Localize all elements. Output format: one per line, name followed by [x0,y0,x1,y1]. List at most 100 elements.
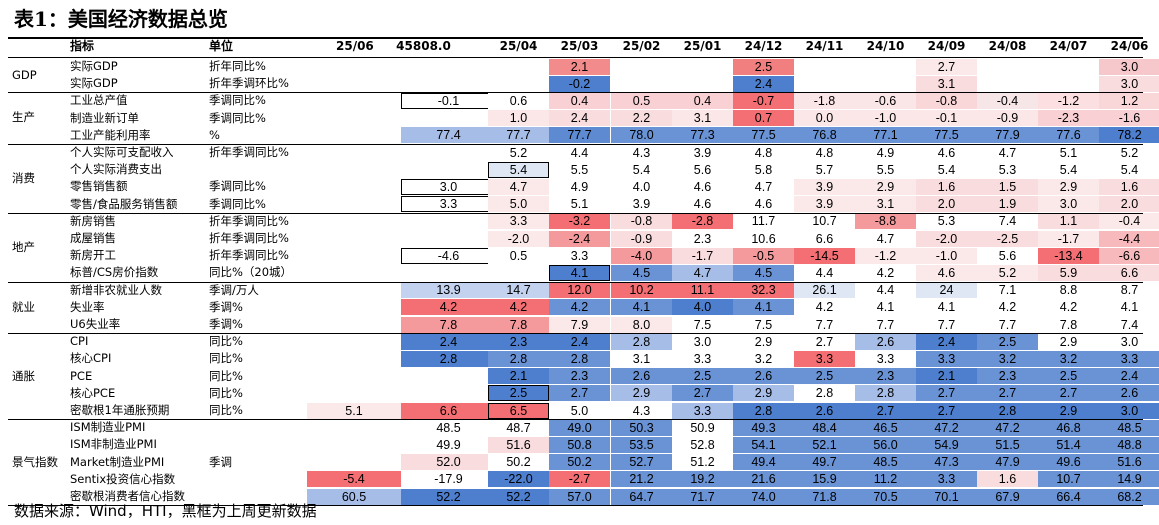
data-cell: 5.1 [1038,144,1099,161]
data-cell: -4.4 [1099,230,1159,247]
data-cell: 3.3 [401,196,496,213]
data-cell: 4.9 [549,179,610,195]
group-separator-rule [8,92,1143,94]
data-cell: 4.4 [794,265,855,281]
column-header: 24/07 [1049,39,1088,53]
data-cell: 2.8 [733,402,794,419]
data-cell: 11.1 [672,282,733,299]
data-cell: 4.3 [611,402,672,419]
data-cell: 53.5 [611,437,672,453]
data-cell: 7.8 [1038,316,1099,333]
data-cell: 4.8 [794,144,855,161]
data-cell: 6.6 [401,402,496,419]
data-cell: 2.3 [549,368,610,385]
data-cell: 3.3 [794,351,855,367]
data-cell: 24 [916,282,977,299]
data-cell: 49.4 [733,454,794,471]
data-cell: 77.4 [401,127,496,144]
data-cell: 2.9 [1038,333,1099,350]
data-cell: 2.5 [733,58,794,75]
data-cell: 3.1 [916,75,977,92]
data-cell: 2.6 [611,368,672,385]
data-cell: 2.8 [611,333,672,350]
data-cell: 4.7 [488,179,549,195]
data-cell: 3.1 [672,110,733,127]
data-cell: 3.9 [794,179,855,195]
group-separator-rule [8,505,1143,507]
data-cell: 7.7 [794,316,855,333]
data-cell: 3.1 [855,196,916,213]
data-cell: 2.9 [733,385,794,402]
data-cell: 0.5 [488,247,549,264]
data-cell: 1.5 [977,179,1038,195]
data-cell: 2.8 [488,351,549,367]
row-unit: % [209,127,220,142]
data-cell: 4.7 [672,265,733,281]
data-cell: 3.0 [1099,333,1159,350]
data-cell: 68.2 [1099,488,1159,505]
row-unit: 季调同比% [209,110,266,125]
data-cell: -4.0 [611,247,672,264]
data-cell: 60.5 [307,488,401,505]
data-cell: 3.2 [1038,351,1099,367]
data-cell: 21.6 [733,471,794,488]
data-cell: 2.7 [794,333,855,350]
data-cell: 2.8 [855,385,916,402]
data-cell: 5.3 [977,161,1038,178]
data-cell: 3.2 [977,351,1038,367]
data-cell: 7.9 [549,316,610,333]
data-cell: 46.8 [1038,419,1099,436]
data-cell: -2.0 [916,230,977,247]
data-cell: 1.9 [977,196,1038,213]
data-cell: 4.1 [733,299,794,316]
data-cell: 2.6 [1099,385,1159,402]
data-cell: 4.6 [916,144,977,161]
data-cell: 7.4 [977,213,1038,230]
group-label: 生产 [12,110,35,125]
data-cell: 70.5 [855,488,916,505]
row-unit: 折年季调同比% [209,248,289,263]
data-cell: 10.2 [611,282,672,299]
data-cell: 3.9 [794,196,855,213]
row-indicator-name: 工业总产值 [70,93,128,108]
data-cell: 3.1 [611,351,672,367]
data-cell: 14.9 [1099,471,1159,488]
data-cell: 3.0 [401,179,496,195]
data-cell: -2.4 [549,230,610,247]
data-cell: 4.6 [733,196,794,213]
group-label: 景气指数 [12,455,58,470]
column-header: 24/08 [988,39,1027,53]
data-cell: 77.6 [1038,127,1099,144]
data-cell: 52.1 [794,437,855,453]
data-cell: 3.3 [672,402,733,419]
row-indicator-name: U6失业率 [70,317,121,331]
data-cell: 2.7 [916,402,977,419]
data-cell: 5.4 [1038,161,1099,178]
data-cell: -0.1 [401,93,496,109]
row-unit: 季调同比% [209,93,266,108]
data-cell: 14.7 [488,282,549,299]
data-cell: 5.2 [977,265,1038,281]
data-cell: 12.0 [549,282,610,299]
data-cell: 48.5 [401,419,496,436]
data-cell: 52.2 [488,488,549,505]
data-cell: 2.3 [488,333,549,350]
data-cell: 5.4 [916,161,977,178]
data-cell: 2.8 [794,385,855,402]
row-unit: 季调% [209,317,243,331]
data-cell: 2.4 [916,333,977,350]
data-cell: 4.7 [977,144,1038,161]
data-cell: 5.4 [488,161,549,178]
data-cell: 52.2 [401,488,496,505]
data-cell: 3.3 [488,213,549,230]
data-cell: 4.2 [549,299,610,316]
data-cell: 51.6 [488,437,549,453]
row-indicator-name: PCE [70,368,93,383]
data-cell: -0.1 [916,110,977,127]
data-cell: 19.2 [672,471,733,488]
data-cell: 4.8 [733,144,794,161]
data-cell: 78.0 [611,127,672,144]
data-cell: -1.2 [1038,93,1099,109]
data-cell: 2.4 [401,333,496,350]
data-cell: 4.1 [855,299,916,316]
